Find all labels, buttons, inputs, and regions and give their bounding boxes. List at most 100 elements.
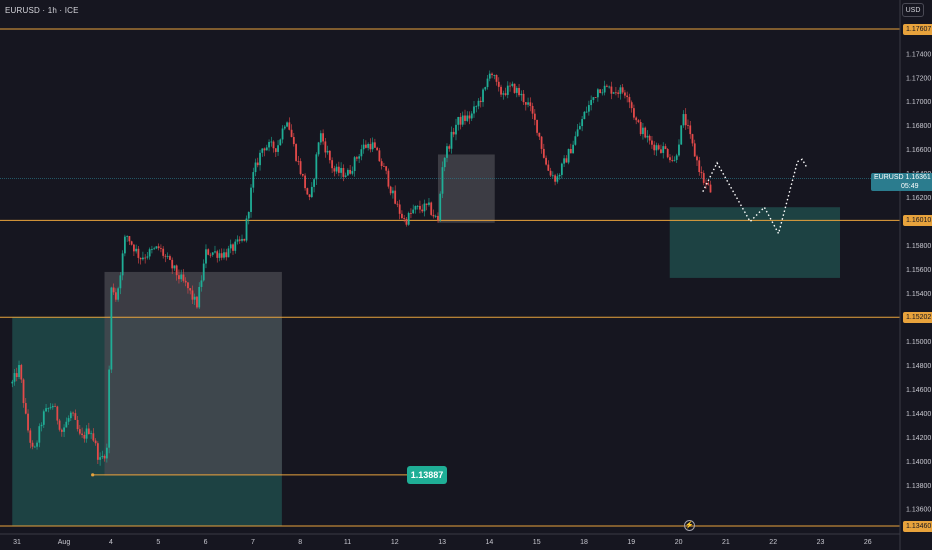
candle-body xyxy=(547,164,550,171)
candle-body xyxy=(488,73,491,79)
candle-body xyxy=(162,248,165,256)
candle-body xyxy=(315,154,318,180)
candle-body xyxy=(423,203,426,212)
candle-body xyxy=(693,143,696,157)
time-tick-label: 5 xyxy=(156,539,160,546)
candle-body xyxy=(349,169,352,174)
candle-body xyxy=(164,255,167,257)
candle-body xyxy=(171,259,174,269)
currency-button[interactable]: USD xyxy=(902,3,924,17)
candle-body xyxy=(536,119,538,133)
candle-body xyxy=(371,142,374,150)
candle-body xyxy=(617,92,620,94)
time-axis[interactable]: 31 Aug 4 5 6 7 8 11 12 13 14 15 18 19 20 21 22 23 26 xyxy=(13,539,872,546)
candle-body xyxy=(549,170,552,176)
candle-body xyxy=(574,136,577,145)
candle-body xyxy=(594,97,597,99)
price-tick-label: 1.17000 xyxy=(906,99,931,106)
candle-body xyxy=(24,403,27,414)
candle-body xyxy=(101,455,104,458)
candle-body xyxy=(11,381,14,384)
candle-body xyxy=(283,126,286,129)
time-tick-label: 21 xyxy=(722,539,730,546)
candle-body xyxy=(337,166,340,173)
candle-body xyxy=(414,206,417,210)
candle-body xyxy=(660,149,662,153)
candle-body xyxy=(310,186,313,198)
candle-body xyxy=(169,256,171,260)
candle-body xyxy=(110,287,113,370)
candle-body xyxy=(662,146,665,153)
candle-body xyxy=(63,427,65,432)
levels-layer xyxy=(0,28,900,527)
candle-body xyxy=(331,160,334,169)
candle-body xyxy=(565,158,568,163)
candle-body xyxy=(369,143,372,150)
candle-body xyxy=(637,120,640,123)
candle-body xyxy=(306,188,309,195)
price-tick-label: 1.14800 xyxy=(906,363,931,370)
candle-body xyxy=(281,128,284,140)
time-tick-label: 20 xyxy=(675,539,683,546)
candle-body xyxy=(335,166,338,172)
candle-body xyxy=(648,135,651,141)
candle-body xyxy=(333,168,336,172)
low-price-label[interactable]: 1.13887 xyxy=(407,466,447,484)
candle-body xyxy=(682,114,685,126)
candle-body xyxy=(83,434,86,439)
candle-body xyxy=(691,134,694,144)
candle-body xyxy=(76,419,79,430)
candle-body xyxy=(646,135,649,138)
candle-body xyxy=(268,142,270,148)
candle-body xyxy=(227,248,230,258)
candle-body xyxy=(367,143,370,148)
candle-body xyxy=(151,249,153,250)
projection-path xyxy=(702,158,808,236)
candle-body xyxy=(518,87,520,96)
candle-body xyxy=(261,148,264,153)
symbol-title[interactable]: EURUSD · 1h · ICE xyxy=(5,6,79,15)
candle-body xyxy=(653,144,656,151)
price-axis[interactable]: 1.174001.172001.170001.168001.166001.164… xyxy=(906,51,931,513)
price-tick-label: 1.15000 xyxy=(906,339,931,346)
candle-body xyxy=(54,406,56,407)
candle-body xyxy=(437,215,439,221)
candle-body xyxy=(378,150,381,162)
candle-body xyxy=(502,93,505,95)
current-price: 1.16361 xyxy=(905,174,931,181)
candle-body xyxy=(353,157,356,172)
level-price-tag: 1.15202 xyxy=(903,311,932,323)
candle-body xyxy=(178,275,180,280)
candle-body xyxy=(407,213,410,225)
candle-body xyxy=(74,413,77,420)
candle-body xyxy=(497,81,500,87)
candle-body xyxy=(243,238,246,241)
candle-body xyxy=(542,148,545,158)
candle-body xyxy=(628,97,631,103)
countdown: 05:49 xyxy=(901,183,919,190)
candle-body xyxy=(439,193,442,221)
candle-body xyxy=(187,282,189,289)
candle-body xyxy=(155,246,158,249)
candle-body xyxy=(22,379,25,404)
candle-body xyxy=(211,252,214,255)
candle-body xyxy=(639,122,642,135)
candle-body xyxy=(92,433,95,441)
candle-body xyxy=(65,421,68,428)
candle-body xyxy=(484,87,487,90)
current-price-tag: EURUSD 1.16361 05:49 xyxy=(871,173,932,191)
candle-body xyxy=(40,424,43,427)
candle-body xyxy=(434,215,437,217)
candle-body xyxy=(470,113,473,119)
candle-body xyxy=(13,373,16,382)
candle-body xyxy=(202,263,205,281)
lightning-icon[interactable]: ⚡ xyxy=(684,520,695,531)
candle-body xyxy=(524,102,527,105)
candle-body xyxy=(473,106,475,114)
target-zone xyxy=(669,207,841,278)
price-tick-label: 1.16200 xyxy=(906,195,931,202)
zones-layer xyxy=(12,154,841,526)
candle-body xyxy=(189,288,192,291)
time-tick-label: 19 xyxy=(627,539,635,546)
